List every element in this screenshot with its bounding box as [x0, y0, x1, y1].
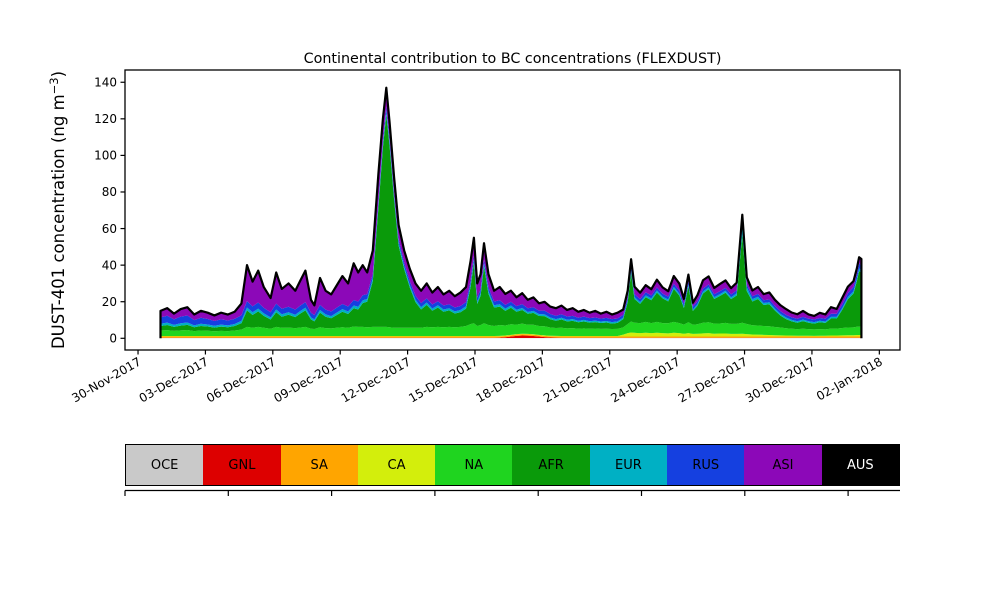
legend-item-RUS: RUS — [667, 445, 745, 485]
y-tick-label: 20 — [102, 295, 117, 309]
area-SA — [160, 334, 862, 338]
legend-subaxis — [124, 489, 900, 496]
x-tick-label: 21-Dec-2017 — [541, 354, 615, 405]
x-tick-label: 09-Dec-2017 — [271, 354, 345, 405]
y-tick-label: 60 — [102, 222, 117, 236]
x-tick-label: 24-Dec-2017 — [608, 354, 682, 405]
x-tick-label: 03-Dec-2017 — [137, 354, 211, 405]
x-axis-ticks: 30-Nov-201703-Dec-201706-Dec-201709-Dec-… — [69, 350, 885, 405]
legend-label: OCE — [150, 457, 179, 473]
area-AUS — [160, 87, 862, 317]
legend-item-CA: CA — [357, 445, 436, 485]
legend-item-AUS: AUS — [821, 445, 899, 485]
y-tick-label: 140 — [94, 75, 117, 89]
legend-label: AFR — [538, 457, 564, 473]
y-tick-label: 120 — [94, 112, 117, 126]
legend-item-GNL: GNL — [203, 445, 281, 485]
area-layers — [160, 87, 862, 339]
legend-item-AFR: AFR — [512, 445, 590, 485]
y-tick-label: 0 — [109, 331, 117, 345]
x-tick-label: 15-Dec-2017 — [406, 354, 480, 405]
plot-border — [124, 69, 901, 351]
legend-label: RUS — [692, 457, 720, 473]
y-axis-label: DUST-401 concentration (ng m−3) — [47, 71, 68, 349]
x-tick-label: 27-Dec-2017 — [676, 354, 750, 405]
x-tick-label: 30-Dec-2017 — [743, 354, 817, 405]
y-axis-ticks: 0 20 40 60 80 100 120 140 — [94, 75, 125, 345]
legend-item-OCE: OCE — [126, 445, 204, 485]
legend: OCE GNL SA CA NA AFR EUR RUS ASI AUS — [125, 444, 900, 486]
chart-title: Continental contribution to BC concentra… — [304, 51, 722, 67]
legend-label: SA — [310, 457, 328, 473]
y-tick-label: 80 — [102, 185, 117, 199]
x-tick-label: 30-Nov-2017 — [69, 354, 143, 405]
legend-label: CA — [387, 457, 406, 473]
y-tick-label: 40 — [102, 258, 117, 272]
legend-item-NA: NA — [435, 445, 513, 485]
area-GNL — [160, 335, 862, 339]
legend-label: NA — [464, 457, 484, 473]
area-CA — [160, 332, 862, 337]
legend-label: EUR — [615, 457, 642, 473]
x-tick-label: 02-Jan-2018 — [814, 354, 885, 403]
total-outline — [159, 86, 863, 339]
area-ASI — [160, 87, 862, 322]
legend-label: GNL — [228, 457, 256, 473]
legend-item-EUR: EUR — [589, 445, 668, 485]
legend-label: ASI — [772, 457, 794, 473]
x-tick-label: 06-Dec-2017 — [204, 354, 278, 405]
legend-item-ASI: ASI — [744, 445, 822, 485]
area-NA — [160, 321, 862, 337]
legend-item-SA: SA — [280, 445, 358, 485]
x-tick-label: 18-Dec-2017 — [474, 354, 548, 405]
y-tick-label: 100 — [94, 149, 117, 163]
x-tick-label: 12-Dec-2017 — [339, 354, 413, 405]
legend-label: AUS — [846, 457, 874, 473]
